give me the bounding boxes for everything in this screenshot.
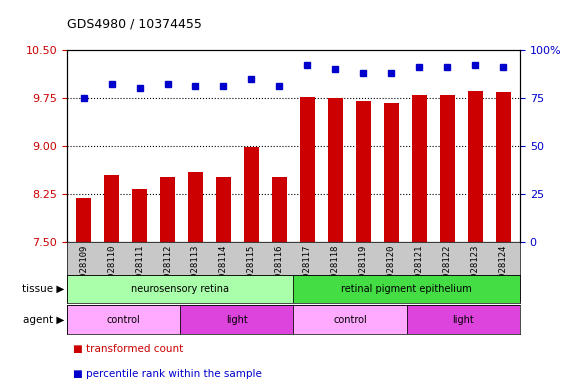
Text: neurosensory retina: neurosensory retina [131, 284, 229, 294]
Text: GSM928119: GSM928119 [359, 244, 368, 293]
Bar [76, 199, 91, 242]
Bar [180, 305, 293, 334]
Bar [328, 98, 343, 242]
Text: ■ percentile rank within the sample: ■ percentile rank within the sample [73, 369, 261, 379]
Bar [411, 95, 427, 242]
Text: GSM928109: GSM928109 [79, 244, 88, 293]
Text: GSM928124: GSM928124 [498, 244, 508, 293]
Bar [272, 177, 287, 242]
Bar [132, 189, 147, 242]
Bar [496, 92, 511, 242]
Text: GSM928111: GSM928111 [135, 244, 144, 293]
Text: retinal pigment epithelium: retinal pigment epithelium [341, 284, 472, 294]
Bar [356, 101, 371, 242]
Text: agent ▶: agent ▶ [23, 314, 64, 325]
Bar [67, 275, 293, 303]
Bar [293, 275, 520, 303]
Bar [188, 172, 203, 242]
Text: GSM928121: GSM928121 [415, 244, 424, 293]
Bar [383, 103, 399, 242]
Text: GSM928123: GSM928123 [471, 244, 480, 293]
Bar [407, 305, 520, 334]
Text: GSM928120: GSM928120 [387, 244, 396, 293]
Text: control: control [106, 314, 141, 325]
Bar [216, 177, 231, 242]
Text: GSM928116: GSM928116 [275, 244, 284, 293]
Bar [468, 91, 483, 242]
Text: ■ transformed count: ■ transformed count [73, 344, 183, 354]
Text: GSM928110: GSM928110 [107, 244, 116, 293]
Bar [300, 97, 315, 242]
Text: GSM928122: GSM928122 [443, 244, 452, 293]
Text: GSM928118: GSM928118 [331, 244, 340, 293]
Text: GSM928112: GSM928112 [163, 244, 172, 293]
Bar [293, 305, 407, 334]
Bar [160, 177, 175, 242]
Bar [440, 95, 455, 242]
Text: light: light [226, 314, 248, 325]
Bar [104, 175, 119, 242]
Text: GSM928115: GSM928115 [247, 244, 256, 293]
Text: control: control [333, 314, 367, 325]
Text: GDS4980 / 10374455: GDS4980 / 10374455 [67, 18, 202, 31]
Text: light: light [453, 314, 474, 325]
Text: GSM928117: GSM928117 [303, 244, 312, 293]
Bar [244, 147, 259, 242]
Text: tissue ▶: tissue ▶ [21, 284, 64, 294]
Text: GSM928113: GSM928113 [191, 244, 200, 293]
Text: GSM928114: GSM928114 [219, 244, 228, 293]
Bar [67, 305, 180, 334]
